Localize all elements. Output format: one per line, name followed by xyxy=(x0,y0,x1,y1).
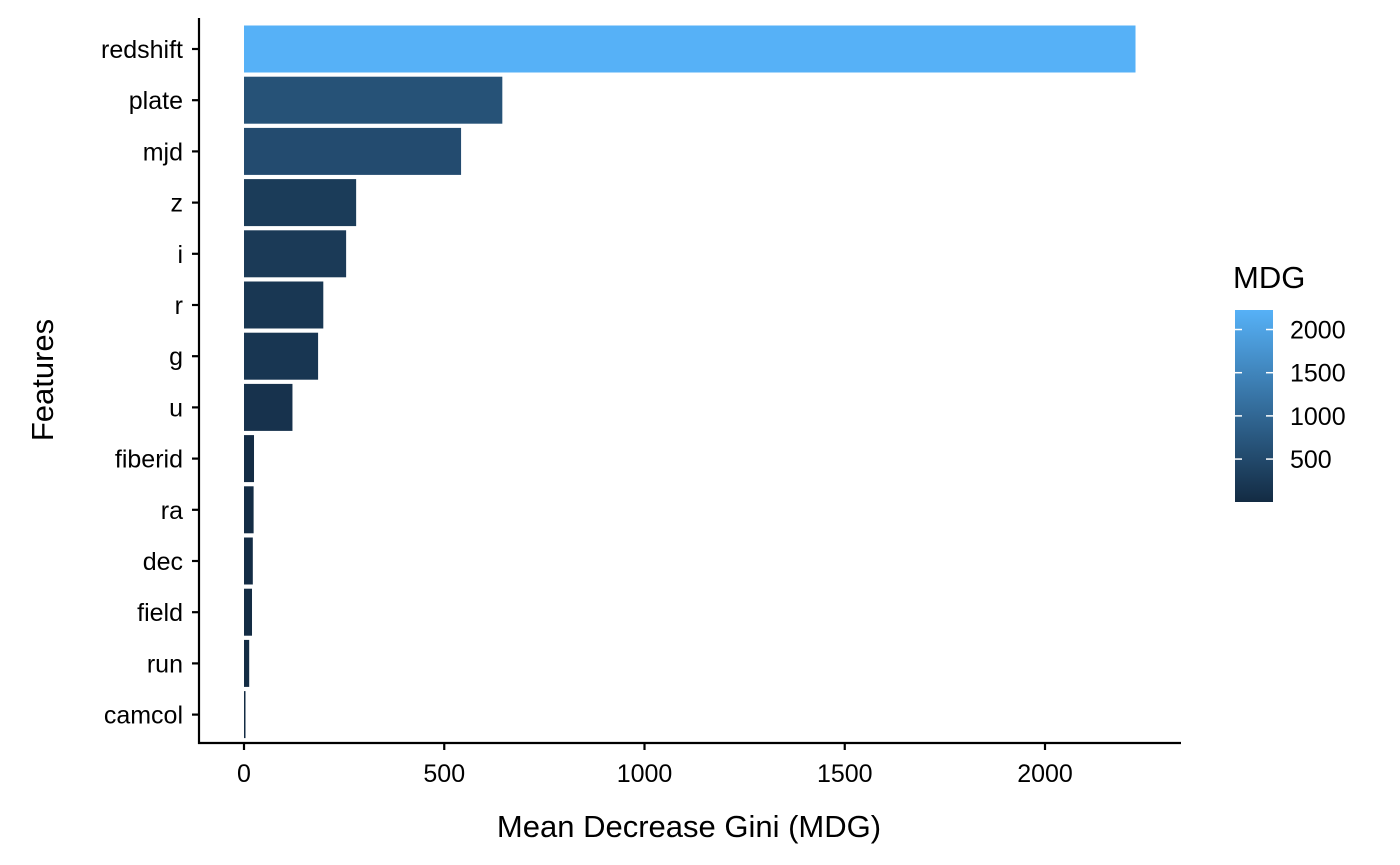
bar-field xyxy=(244,588,253,636)
y-tick-label: plate xyxy=(129,87,183,115)
x-tick-label: 2000 xyxy=(1017,760,1073,788)
legend-tick-label: 1500 xyxy=(1290,360,1346,388)
bars xyxy=(244,25,1136,739)
bar-ra xyxy=(244,486,254,534)
y-tick-label: field xyxy=(137,599,183,627)
x-tick-label: 0 xyxy=(237,760,251,788)
y-tick-label: i xyxy=(177,241,183,269)
y-tick-label: u xyxy=(169,394,183,422)
y-tick-label: redshift xyxy=(101,36,183,64)
y-tick-label: mjd xyxy=(143,138,183,166)
legend-colorbar xyxy=(1235,310,1273,502)
legend-tick-label: 500 xyxy=(1290,446,1332,474)
bar-i xyxy=(244,230,347,278)
y-tick-label: ra xyxy=(161,497,183,525)
x-tick-label: 1500 xyxy=(817,760,873,788)
y-axis-title: Features xyxy=(25,319,60,441)
bar-r xyxy=(244,281,324,329)
y-tick-label: r xyxy=(175,292,183,320)
bar-redshift xyxy=(244,25,1136,73)
legend-tick-label: 2000 xyxy=(1290,317,1346,345)
x-ticks: 0 500 1000 1500 2000 xyxy=(237,743,1073,788)
legend-ticks: 500 1000 1500 2000 xyxy=(1235,317,1346,474)
bar-fiberid xyxy=(244,435,255,483)
bar-z xyxy=(244,179,357,227)
bar-plate xyxy=(244,76,503,124)
y-tick-label: g xyxy=(169,343,183,371)
y-tick-label: z xyxy=(171,190,184,218)
bar-g xyxy=(244,332,319,380)
bar-camcol xyxy=(244,691,246,739)
y-tick-label: camcol xyxy=(104,702,183,730)
y-tick-label: fiberid xyxy=(115,446,183,474)
legend-tick-label: 1000 xyxy=(1290,403,1346,431)
bar-run xyxy=(244,639,250,687)
bar-dec xyxy=(244,537,253,585)
x-tick-label: 500 xyxy=(423,760,465,788)
bar-u xyxy=(244,383,293,431)
x-tick-label: 1000 xyxy=(617,760,673,788)
y-tick-label: run xyxy=(147,650,183,678)
legend-title: MDG xyxy=(1233,260,1305,295)
y-tick-label: dec xyxy=(143,548,183,576)
x-axis-title: Mean Decrease Gini (MDG) xyxy=(497,809,881,844)
legend: MDG 500 1000 1500 2000 xyxy=(1233,260,1346,502)
bar-mjd xyxy=(244,127,462,175)
